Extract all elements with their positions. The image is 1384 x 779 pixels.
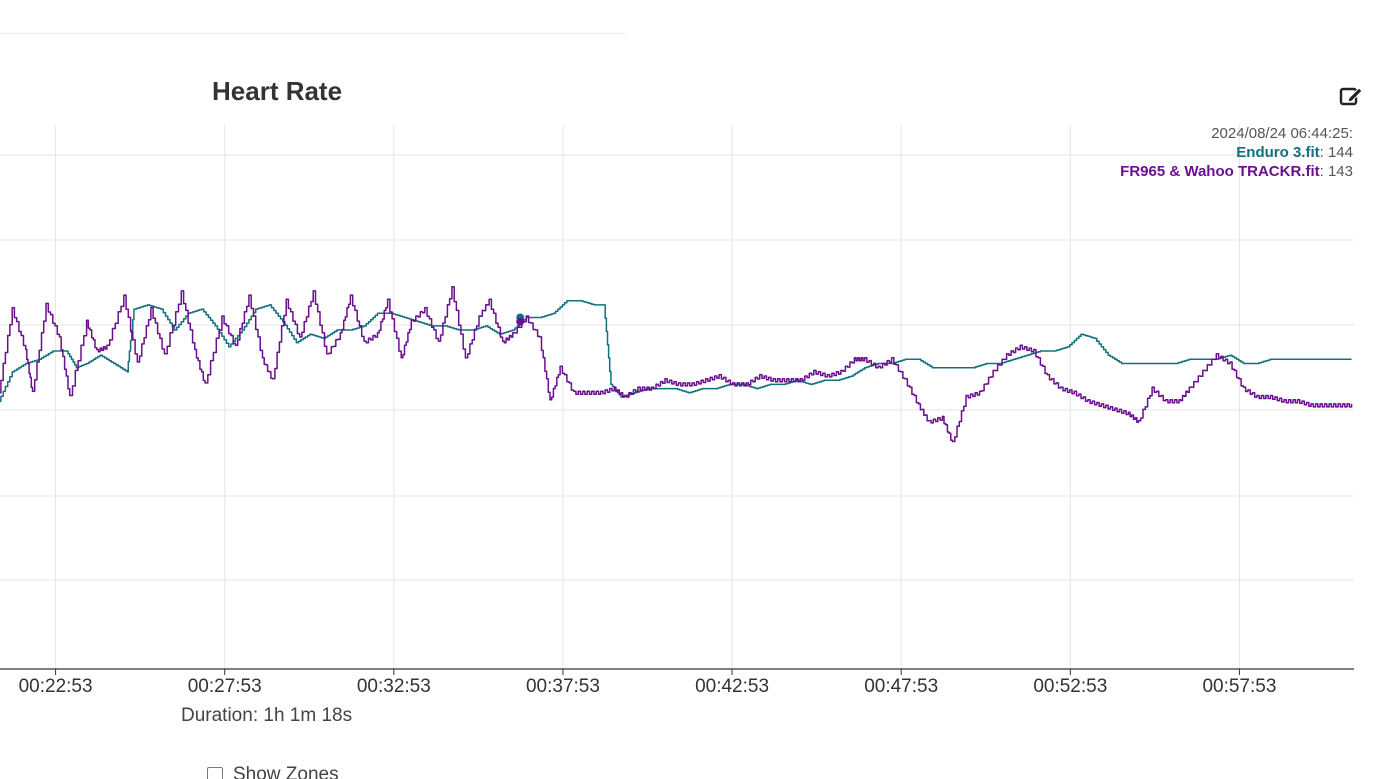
series-line-2 <box>0 285 1353 443</box>
show-zones-checkbox[interactable] <box>207 767 223 779</box>
tooltip-series1-value: : 144 <box>1319 144 1353 161</box>
chart-title: Heart Rate <box>212 76 343 106</box>
tooltip-series1-row: Enduro 3.fit: 144 <box>1120 143 1353 162</box>
x-tick-label-7: 00:57:53 <box>1202 676 1276 697</box>
x-tick-label-1: 00:27:53 <box>188 676 262 697</box>
tooltip-series2-row: FR965 & Wahoo TRACKR.fit: 143 <box>1120 162 1353 181</box>
series-line-1 <box>0 300 1352 402</box>
tooltip-timestamp: 2024/08/24 06:44:25: <box>1211 125 1353 142</box>
show-zones-label: Show Zones <box>233 764 339 779</box>
x-tick-label-0: 00:22:53 <box>19 676 93 697</box>
edit-chart-button[interactable] <box>1338 83 1364 109</box>
show-zones-toggle[interactable]: Show Zones <box>207 764 339 779</box>
x-tick-label-3: 00:37:53 <box>526 676 600 697</box>
tooltip-series1-name: Enduro 3.fit <box>1236 144 1320 161</box>
x-tick-label-5: 00:47:53 <box>864 676 938 697</box>
tooltip-series2-name: FR965 & Wahoo TRACKR.fit <box>1120 163 1320 180</box>
hover-point-series2 <box>516 317 525 326</box>
edit-square-pen-icon <box>1339 87 1363 106</box>
x-tick-label-4: 00:42:53 <box>695 676 769 697</box>
duration-label: Duration: 1h 1m 18s <box>181 705 353 726</box>
divider <box>0 33 626 34</box>
hover-tooltip: 2024/08/24 06:44:25: Enduro 3.fit: 144 F… <box>1120 124 1353 181</box>
x-tick-label-2: 00:32:53 <box>357 676 431 697</box>
tooltip-series2-value: : 143 <box>1319 163 1353 180</box>
x-tick-label-6: 00:52:53 <box>1033 676 1107 697</box>
